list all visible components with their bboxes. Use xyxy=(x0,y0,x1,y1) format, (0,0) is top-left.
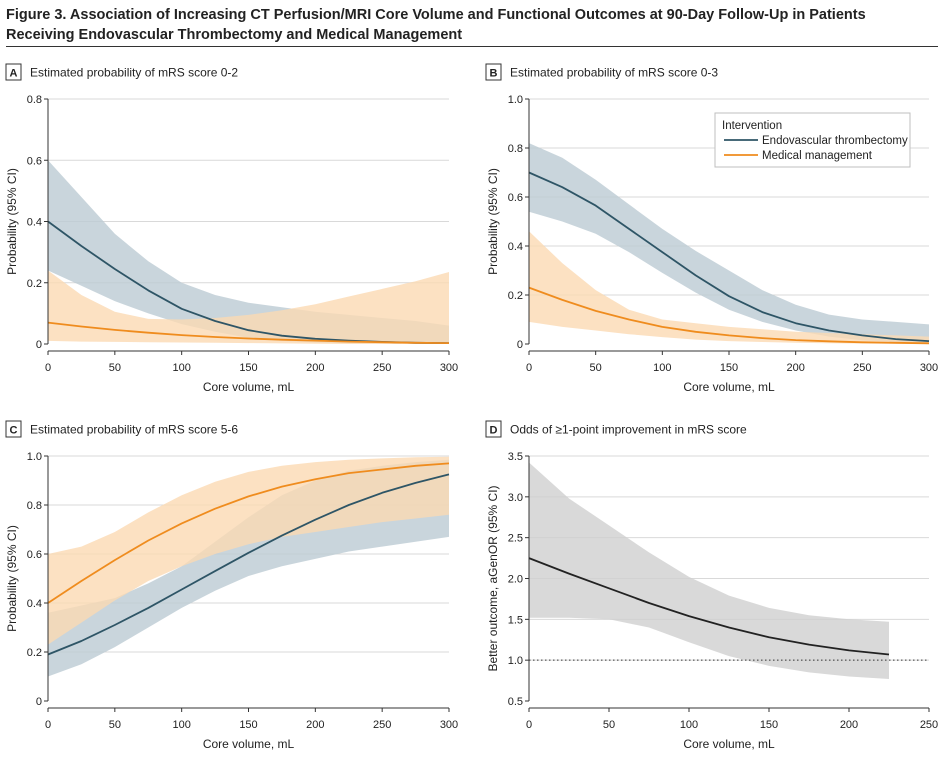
panel-title-a: Estimated probability of mRS score 0-2 xyxy=(30,66,238,80)
ci-band-a-0 xyxy=(48,160,449,344)
series-line-b-0 xyxy=(528,171,930,342)
ci-band-a-1 xyxy=(48,270,449,344)
y-axis-label-b: Probability (95% CI) xyxy=(486,168,500,275)
panel-letter-b: B xyxy=(490,68,498,80)
y-tick-label-d-2: 1.5 xyxy=(508,614,523,626)
y-tick-label-d-0: 0.5 xyxy=(508,696,523,708)
legend-title: Intervention xyxy=(722,120,782,132)
panel-letter-box-c xyxy=(5,420,22,438)
x-tick-label-c-6: 300 xyxy=(440,719,458,731)
x-tick-label-a-1: 50 xyxy=(109,362,121,374)
y-tick-label-b-2: 0.4 xyxy=(508,241,523,253)
x-axis-label-b: Core volume, mL xyxy=(683,380,775,394)
y-tick-label-a-2: 0.4 xyxy=(27,217,42,229)
x-tick-label-b-6: 300 xyxy=(920,362,938,374)
x-tick-label-c-0: 0 xyxy=(45,719,51,731)
legend-item-0: Endovascular thrombectomy xyxy=(762,135,908,147)
panel-title-c: Estimated probability of mRS score 5-6 xyxy=(30,423,238,437)
title-rule xyxy=(6,46,938,47)
y-tick-label-b-1: 0.2 xyxy=(508,290,523,302)
series-line-c-1 xyxy=(47,462,450,604)
x-axis-label-c: Core volume, mL xyxy=(203,737,295,751)
x-tick-label-a-5: 250 xyxy=(373,362,391,374)
x-tick-label-c-4: 200 xyxy=(306,719,324,731)
panel-b: B Estimated probability of mRS score 0-3 0… xyxy=(485,63,938,394)
y-tick-label-a-1: 0.2 xyxy=(27,278,42,290)
y-tick-label-a-3: 0.6 xyxy=(27,155,42,167)
series-line-a-1 xyxy=(47,321,450,344)
x-tick-label-a-6: 300 xyxy=(440,362,458,374)
x-tick-label-b-0: 0 xyxy=(526,362,532,374)
ci-band-d-0 xyxy=(529,462,889,679)
panel-letter-box-a xyxy=(5,63,22,81)
y-tick-label-c-4: 0.8 xyxy=(27,500,42,512)
x-tick-label-d-2: 100 xyxy=(680,719,698,731)
x-tick-label-c-1: 50 xyxy=(109,719,121,731)
x-tick-label-a-4: 200 xyxy=(306,362,324,374)
panel-d: D Odds of ≥1-point improvement in mRS sco… xyxy=(485,420,938,751)
series-line-c-0 xyxy=(47,473,450,656)
panel-c: C Estimated probability of mRS score 5-6 0… xyxy=(5,420,458,751)
series-line-b-1 xyxy=(528,286,930,345)
y-tick-label-d-6: 3.5 xyxy=(508,451,523,463)
y-tick-label-d-5: 3.0 xyxy=(508,492,523,504)
x-tick-label-b-1: 50 xyxy=(590,362,602,374)
y-tick-label-c-1: 0.2 xyxy=(27,647,42,659)
x-axis-label-a: Core volume, mL xyxy=(203,380,295,394)
x-tick-label-c-5: 250 xyxy=(373,719,391,731)
legend-item-1: Medical management xyxy=(762,150,873,162)
y-axis-label-a: Probability (95% CI) xyxy=(5,168,19,275)
y-tick-label-b-0: 0 xyxy=(517,339,523,351)
y-tick-label-c-2: 0.4 xyxy=(27,598,42,610)
ci-band-b-1 xyxy=(529,231,929,344)
y-tick-label-d-1: 1.0 xyxy=(508,655,523,667)
x-tick-label-a-2: 100 xyxy=(172,362,190,374)
series-line-d-0 xyxy=(528,557,890,656)
y-tick-label-b-3: 0.6 xyxy=(508,192,523,204)
y-tick-label-d-3: 2.0 xyxy=(508,574,523,586)
panel-title-d: Odds of ≥1-point improvement in mRS scor… xyxy=(510,423,747,437)
ci-band-c-1 xyxy=(48,456,449,645)
y-tick-label-a-4: 0.8 xyxy=(27,94,42,106)
x-tick-label-a-3: 150 xyxy=(239,362,257,374)
x-tick-label-d-5: 250 xyxy=(920,719,938,731)
x-tick-label-b-5: 250 xyxy=(853,362,871,374)
panel-title-b: Estimated probability of mRS score 0-3 xyxy=(510,66,718,80)
x-axis-label-d: Core volume, mL xyxy=(683,737,775,751)
y-tick-label-c-0: 0 xyxy=(36,696,42,708)
panel-letter-d: D xyxy=(490,425,498,437)
x-tick-label-b-4: 200 xyxy=(786,362,804,374)
panel-a: A Estimated probability of mRS score 0-2 0… xyxy=(5,63,458,394)
panel-letter-a: A xyxy=(10,68,18,80)
x-tick-label-d-1: 50 xyxy=(603,719,615,731)
y-tick-label-b-4: 0.8 xyxy=(508,143,523,155)
y-axis-label-d: Better outcome, aGenOR (95% CI) xyxy=(486,485,500,671)
panel-letter-c: C xyxy=(10,425,18,437)
x-tick-label-a-0: 0 xyxy=(45,362,51,374)
x-tick-label-c-2: 100 xyxy=(172,719,190,731)
ci-band-b-0 xyxy=(529,143,929,343)
x-tick-label-d-4: 200 xyxy=(840,719,858,731)
panel-letter-box-d xyxy=(485,420,502,438)
x-tick-label-d-3: 150 xyxy=(760,719,778,731)
y-axis-label-c: Probability (95% CI) xyxy=(5,525,19,632)
y-tick-label-c-3: 0.6 xyxy=(27,549,42,561)
y-tick-label-c-5: 1.0 xyxy=(27,451,42,463)
x-tick-label-b-3: 150 xyxy=(720,362,738,374)
x-tick-label-c-3: 150 xyxy=(239,719,257,731)
y-tick-label-d-4: 2.5 xyxy=(508,533,523,545)
y-tick-label-a-0: 0 xyxy=(36,339,42,351)
y-tick-label-b-5: 1.0 xyxy=(508,94,523,106)
x-tick-label-b-2: 100 xyxy=(653,362,671,374)
figure-title: Figure 3. Association of Increasing CT P… xyxy=(6,7,866,43)
x-tick-label-d-0: 0 xyxy=(526,719,532,731)
panel-letter-box-b xyxy=(485,63,502,81)
